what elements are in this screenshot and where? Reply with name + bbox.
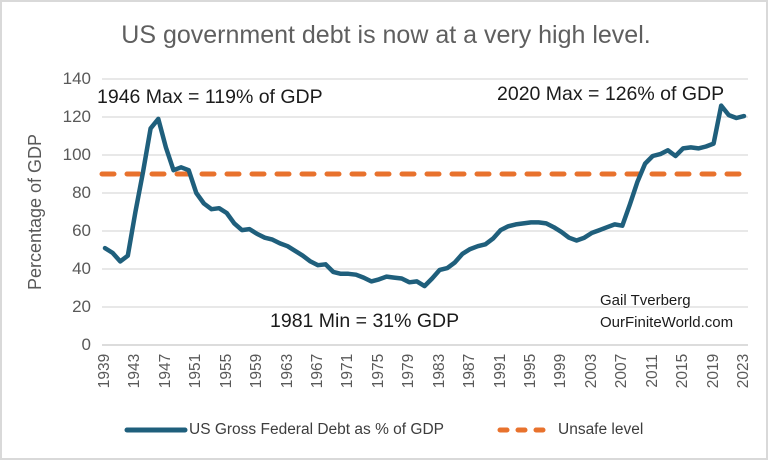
x-tick-label-1967: 1967 bbox=[309, 353, 326, 389]
x-tick-label-1943: 1943 bbox=[126, 353, 144, 389]
x-tick-label-1971: 1971 bbox=[339, 353, 357, 389]
x-tick-label-1979: 1979 bbox=[400, 353, 418, 389]
y-tick-label-140: 140 bbox=[62, 69, 91, 88]
y-tick-label-100: 100 bbox=[62, 145, 91, 164]
author-website: OurFiniteWorld.com bbox=[600, 313, 734, 331]
annotation-1981-min: 1981 Min = 31% GDP bbox=[270, 310, 460, 332]
annotation-1946-max: 1946 Max = 119% of GDP bbox=[97, 86, 323, 108]
annotation-2020-max: 2020 Max = 126% of GDP bbox=[497, 83, 725, 105]
x-tick-label-1963: 1963 bbox=[278, 353, 296, 389]
author-credit: Gail Tverberg OurFiniteWorld.com bbox=[600, 290, 733, 333]
author-name: Gail Tverberg bbox=[600, 292, 691, 309]
x-tick-label-1939: 1939 bbox=[96, 353, 113, 389]
y-tick-label-20: 20 bbox=[72, 297, 91, 316]
x-tick-label-2019: 2019 bbox=[704, 353, 722, 389]
x-tick-label-1999: 1999 bbox=[552, 353, 570, 389]
y-tick-label-80: 80 bbox=[72, 183, 91, 202]
debt-series-line bbox=[102, 103, 747, 289]
x-tick-label-1987: 1987 bbox=[461, 353, 479, 389]
x-tick-label-2023: 2023 bbox=[735, 353, 752, 389]
x-tick-label-2007: 2007 bbox=[613, 353, 631, 389]
x-tick-label-1995: 1995 bbox=[522, 353, 539, 389]
x-tick-label-1983: 1983 bbox=[430, 353, 448, 389]
x-tick-label-2003: 2003 bbox=[582, 353, 600, 389]
x-tick-label-1975: 1975 bbox=[369, 353, 387, 389]
x-tick-label-2015: 2015 bbox=[674, 353, 692, 389]
x-tick-label-1951: 1951 bbox=[187, 353, 205, 389]
y-tick-label-0: 0 bbox=[81, 335, 91, 354]
x-tick-label-1991: 1991 bbox=[491, 353, 509, 389]
chart-title: US government debt is now at a very high… bbox=[121, 21, 651, 49]
y-tick-label-120: 120 bbox=[62, 107, 91, 126]
x-tick-label-1959: 1959 bbox=[248, 353, 266, 389]
x-tick-label-1955: 1955 bbox=[217, 353, 235, 389]
y-tick-label-60: 60 bbox=[72, 221, 91, 240]
x-tick-label-2011: 2011 bbox=[643, 354, 661, 388]
y-tick-label-40: 40 bbox=[72, 259, 91, 278]
x-tick-label-1947: 1947 bbox=[156, 353, 174, 389]
